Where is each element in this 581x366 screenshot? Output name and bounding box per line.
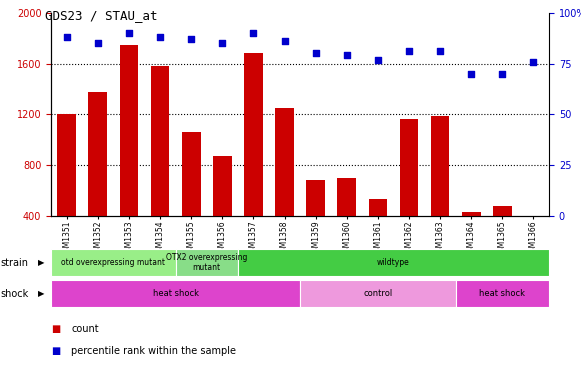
Bar — [524, 220, 543, 267]
Point — [404, 48, 414, 54]
Point — [155, 34, 164, 40]
Bar — [238, 249, 549, 276]
Bar — [175, 249, 238, 276]
Bar — [275, 108, 294, 267]
Bar — [306, 180, 325, 267]
Text: heat shock: heat shock — [479, 289, 525, 298]
Text: control: control — [363, 289, 393, 298]
Bar — [338, 178, 356, 267]
Text: strain: strain — [1, 258, 28, 268]
Bar — [213, 156, 232, 267]
Bar — [51, 280, 300, 307]
Text: GDS23 / STAU_at: GDS23 / STAU_at — [45, 9, 158, 22]
Bar — [88, 92, 107, 267]
Point — [342, 53, 352, 59]
Point — [124, 30, 134, 36]
Bar — [120, 45, 138, 267]
Text: ■: ■ — [51, 346, 60, 356]
Text: OTX2 overexpressing
mutant: OTX2 overexpressing mutant — [166, 253, 248, 272]
Text: ▶: ▶ — [38, 258, 44, 267]
Text: shock: shock — [1, 289, 29, 299]
Text: percentile rank within the sample: percentile rank within the sample — [71, 346, 236, 356]
Point — [187, 36, 196, 42]
Bar — [244, 53, 263, 267]
Bar — [493, 206, 512, 267]
Bar — [150, 66, 170, 267]
Point — [311, 51, 320, 56]
Point — [498, 71, 507, 77]
Bar — [400, 119, 418, 267]
Point — [62, 34, 71, 40]
Text: wildtype: wildtype — [377, 258, 410, 267]
Bar — [182, 132, 200, 267]
Point — [93, 40, 102, 46]
Text: ▶: ▶ — [38, 289, 44, 298]
Point — [436, 48, 445, 54]
Text: heat shock: heat shock — [153, 289, 199, 298]
Point — [280, 38, 289, 44]
Bar — [456, 280, 549, 307]
Point — [529, 59, 538, 64]
Point — [249, 30, 258, 36]
Text: count: count — [71, 324, 99, 335]
Point — [218, 40, 227, 46]
Bar — [58, 114, 76, 267]
Bar — [51, 249, 175, 276]
Bar — [431, 116, 450, 267]
Point — [373, 57, 382, 63]
Text: ■: ■ — [51, 324, 60, 335]
Bar — [462, 212, 480, 267]
Point — [467, 71, 476, 77]
Bar — [300, 280, 456, 307]
Text: otd overexpressing mutant: otd overexpressing mutant — [62, 258, 166, 267]
Bar — [368, 199, 387, 267]
